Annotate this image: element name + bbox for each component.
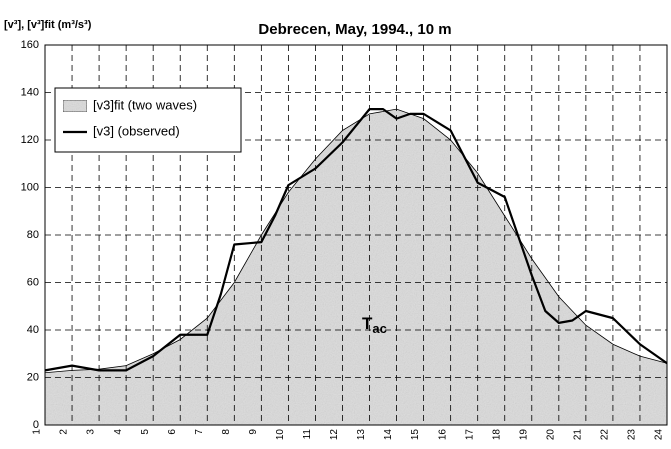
y-tick-label: 100 [21,181,39,193]
y-tick-label: 0 [33,419,39,431]
y-tick-label: 80 [27,229,39,241]
x-tick-label: 11 [302,429,313,440]
x-tick-label: 20 [545,429,556,441]
y-tick-label: 160 [21,39,39,51]
x-tick-label: 2 [59,429,70,435]
x-tick-label: 23 [627,429,638,441]
legend-box [54,87,242,153]
x-tick-label: 12 [329,429,340,441]
x-tick-label: 6 [167,429,178,435]
chart-title: Debrecen, May, 1994., 10 m [258,21,451,38]
x-tick-label: 21 [573,429,584,441]
x-tick-label: 5 [140,429,151,435]
x-tick-label: 24 [654,429,665,441]
y-tick-label: 40 [27,324,39,336]
y-tick-label: 60 [27,276,39,288]
x-tick-label: 3 [86,429,97,435]
x-tick-label: 14 [383,429,394,441]
plot-border [44,44,668,426]
x-tick-label: 1 [32,429,43,435]
x-tick-label: 17 [464,429,475,441]
annotation-sub: ac [372,321,386,336]
legend-label: [v3] (observed) [93,123,180,138]
legend-label: [v3]fit (two waves) [93,97,197,112]
y-tick-label: 140 [21,86,39,98]
x-tick-label: 7 [194,429,205,435]
x-tick-label: 10 [275,429,286,441]
x-tick-label: 18 [491,429,502,441]
annotation-main: T [362,314,373,333]
x-tick-label: 8 [221,429,232,435]
x-tick-label: 16 [437,429,448,441]
fit-line [44,108,668,374]
y-tick-label: 20 [27,371,39,383]
annotation: Tac [362,314,387,336]
x-tick-label: 13 [356,429,367,441]
x-tick-label: 15 [410,429,421,441]
fit-area [45,109,667,425]
x-tick-label: 19 [518,429,529,441]
x-tick-label: 9 [248,429,259,435]
y-axis-label: [v³], [v³]fit (m³/s³) [4,19,92,31]
legend-swatch [62,99,88,113]
x-tick-label: 4 [113,429,124,435]
y-tick-label: 120 [21,134,39,146]
x-tick-label: 22 [600,429,611,441]
